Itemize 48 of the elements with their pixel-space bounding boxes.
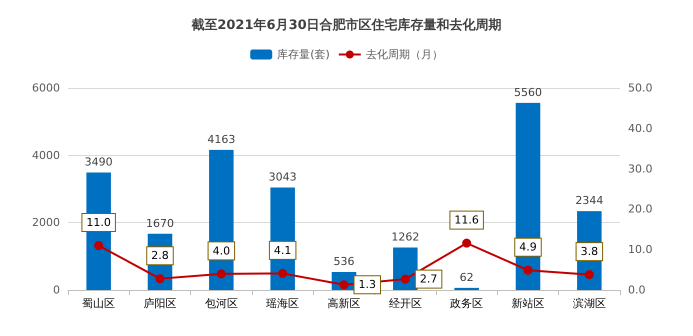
data-label: 5560 bbox=[514, 86, 542, 99]
data-label: 3.8 bbox=[580, 245, 598, 258]
data-label: 4.0 bbox=[212, 244, 230, 258]
y2-tick-label: 50.0 bbox=[628, 82, 652, 94]
y2-tick-label: 40.0 bbox=[628, 122, 652, 135]
y-tick-label: 2000 bbox=[32, 216, 60, 230]
data-label: 3490 bbox=[84, 156, 113, 169]
data-label: 11.0 bbox=[86, 216, 111, 230]
x-tick-label: 滨湖区 bbox=[572, 297, 606, 310]
data-label: 1262 bbox=[391, 230, 420, 244]
data-label: 536 bbox=[334, 254, 354, 268]
x-tick-label: 瑶海区 bbox=[266, 297, 300, 310]
x-tick-label: 庐阳区 bbox=[144, 297, 176, 310]
point bbox=[156, 274, 164, 284]
point bbox=[94, 241, 104, 250]
point bbox=[524, 266, 532, 275]
data-label: 62 bbox=[460, 270, 474, 284]
y2-tick-label: 0.0 bbox=[628, 284, 646, 296]
point bbox=[584, 270, 594, 280]
x-tick-label: 经开区 bbox=[388, 297, 422, 310]
data-label: 1.3 bbox=[358, 278, 376, 292]
data-label: 11.6 bbox=[454, 214, 479, 227]
legend-label: 去化周期（月） bbox=[366, 48, 443, 61]
point bbox=[216, 269, 226, 278]
y-tick-label: 6000 bbox=[32, 82, 60, 94]
data-label: 4.9 bbox=[519, 240, 537, 254]
data-label: 3043 bbox=[268, 170, 297, 184]
y2-tick-label: 10.0 bbox=[628, 243, 652, 256]
x-tick-label: 政务区 bbox=[450, 297, 484, 310]
data-label: 4163 bbox=[207, 132, 236, 146]
x-tick-label: 新站区 bbox=[512, 297, 544, 310]
x-tick-label: 高新区 bbox=[328, 297, 360, 310]
y-tick-label: 4000 bbox=[32, 148, 60, 162]
data-label: 2344 bbox=[575, 194, 604, 208]
data-label: 1670 bbox=[146, 216, 174, 230]
data-label: 2.7 bbox=[420, 272, 438, 286]
y2-tick-label: 20.0 bbox=[628, 202, 652, 216]
point bbox=[462, 238, 472, 248]
chart-title: 截至2021年6月30日合肥市区住宅库存量和去化周期 bbox=[190, 17, 502, 33]
x-tick-label: 包河区 bbox=[204, 297, 238, 310]
y2-tick-label: 30.0 bbox=[628, 162, 652, 176]
legend-label: 库存量(套) bbox=[277, 48, 330, 61]
data-label: 4.1 bbox=[274, 244, 292, 257]
data-label: 2.8 bbox=[151, 249, 169, 262]
y-tick-label: 0 bbox=[53, 284, 60, 296]
point bbox=[400, 274, 410, 284]
point bbox=[278, 268, 288, 278]
x-tick-label: 蜀山区 bbox=[82, 297, 116, 310]
